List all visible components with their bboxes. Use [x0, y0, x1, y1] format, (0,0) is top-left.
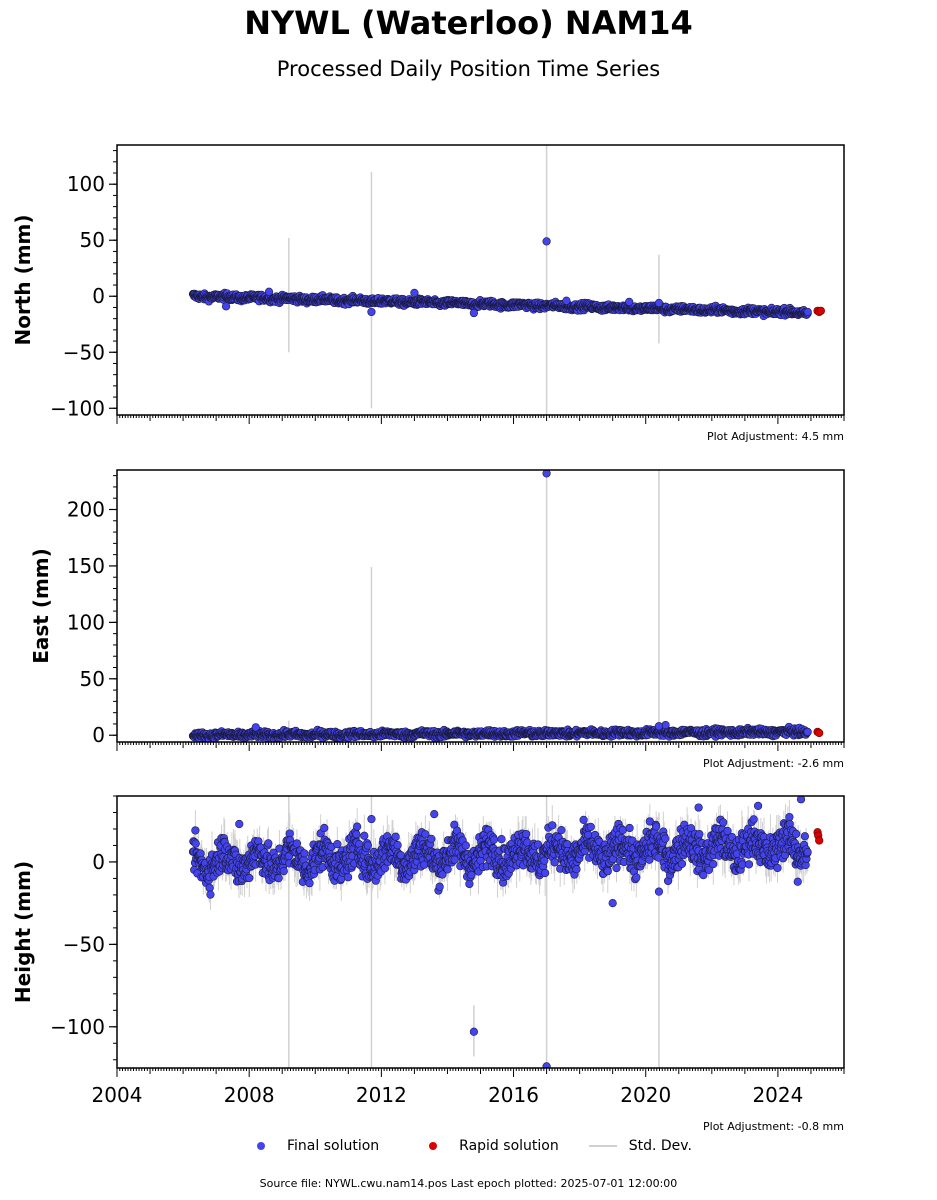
chart-subtitle: Processed Daily Position Time Series: [276, 57, 661, 81]
panel-frame: [116, 469, 845, 743]
chart-title: NYWL (Waterloo) NAM14: [244, 4, 693, 42]
final-solution-point: [251, 723, 260, 732]
rapid-solution-point: [816, 306, 825, 315]
final-solution-point: [661, 720, 670, 730]
final-solution-point: [221, 302, 231, 311]
final-solution-point: [803, 727, 812, 736]
final-solution-point: [654, 298, 664, 308]
y-tick-label: 0: [92, 284, 105, 308]
final-solution-point: [410, 288, 419, 297]
final-solution-point: [562, 296, 571, 305]
plot-adjustment-note: Plot Adjustment: 4.5 mm: [707, 430, 844, 443]
panel-data: [188, 145, 825, 415]
y-tick-label: −100: [50, 396, 105, 420]
final-solution-point: [469, 308, 478, 318]
y-axis-label: North (mm): [11, 214, 35, 345]
y-tick-label: 50: [80, 228, 105, 252]
final-solution-point: [264, 287, 274, 296]
y-tick-label: −50: [63, 340, 105, 364]
final-solution-point: [803, 307, 812, 317]
panel-frame: [116, 144, 845, 416]
rapid-solution-point: [815, 728, 824, 738]
final-solution-point: [542, 237, 551, 246]
final-solution-point: [542, 470, 551, 478]
final-solution-point: [654, 722, 664, 731]
panel-1: −100 −50 0 50 100 North (mm) Plot Adjustment: …: [11, 144, 845, 443]
final-solution-point: [625, 297, 634, 306]
panel-data: [188, 470, 824, 742]
final-solution-point: [367, 307, 376, 317]
y-tick-label: 100: [67, 172, 105, 196]
